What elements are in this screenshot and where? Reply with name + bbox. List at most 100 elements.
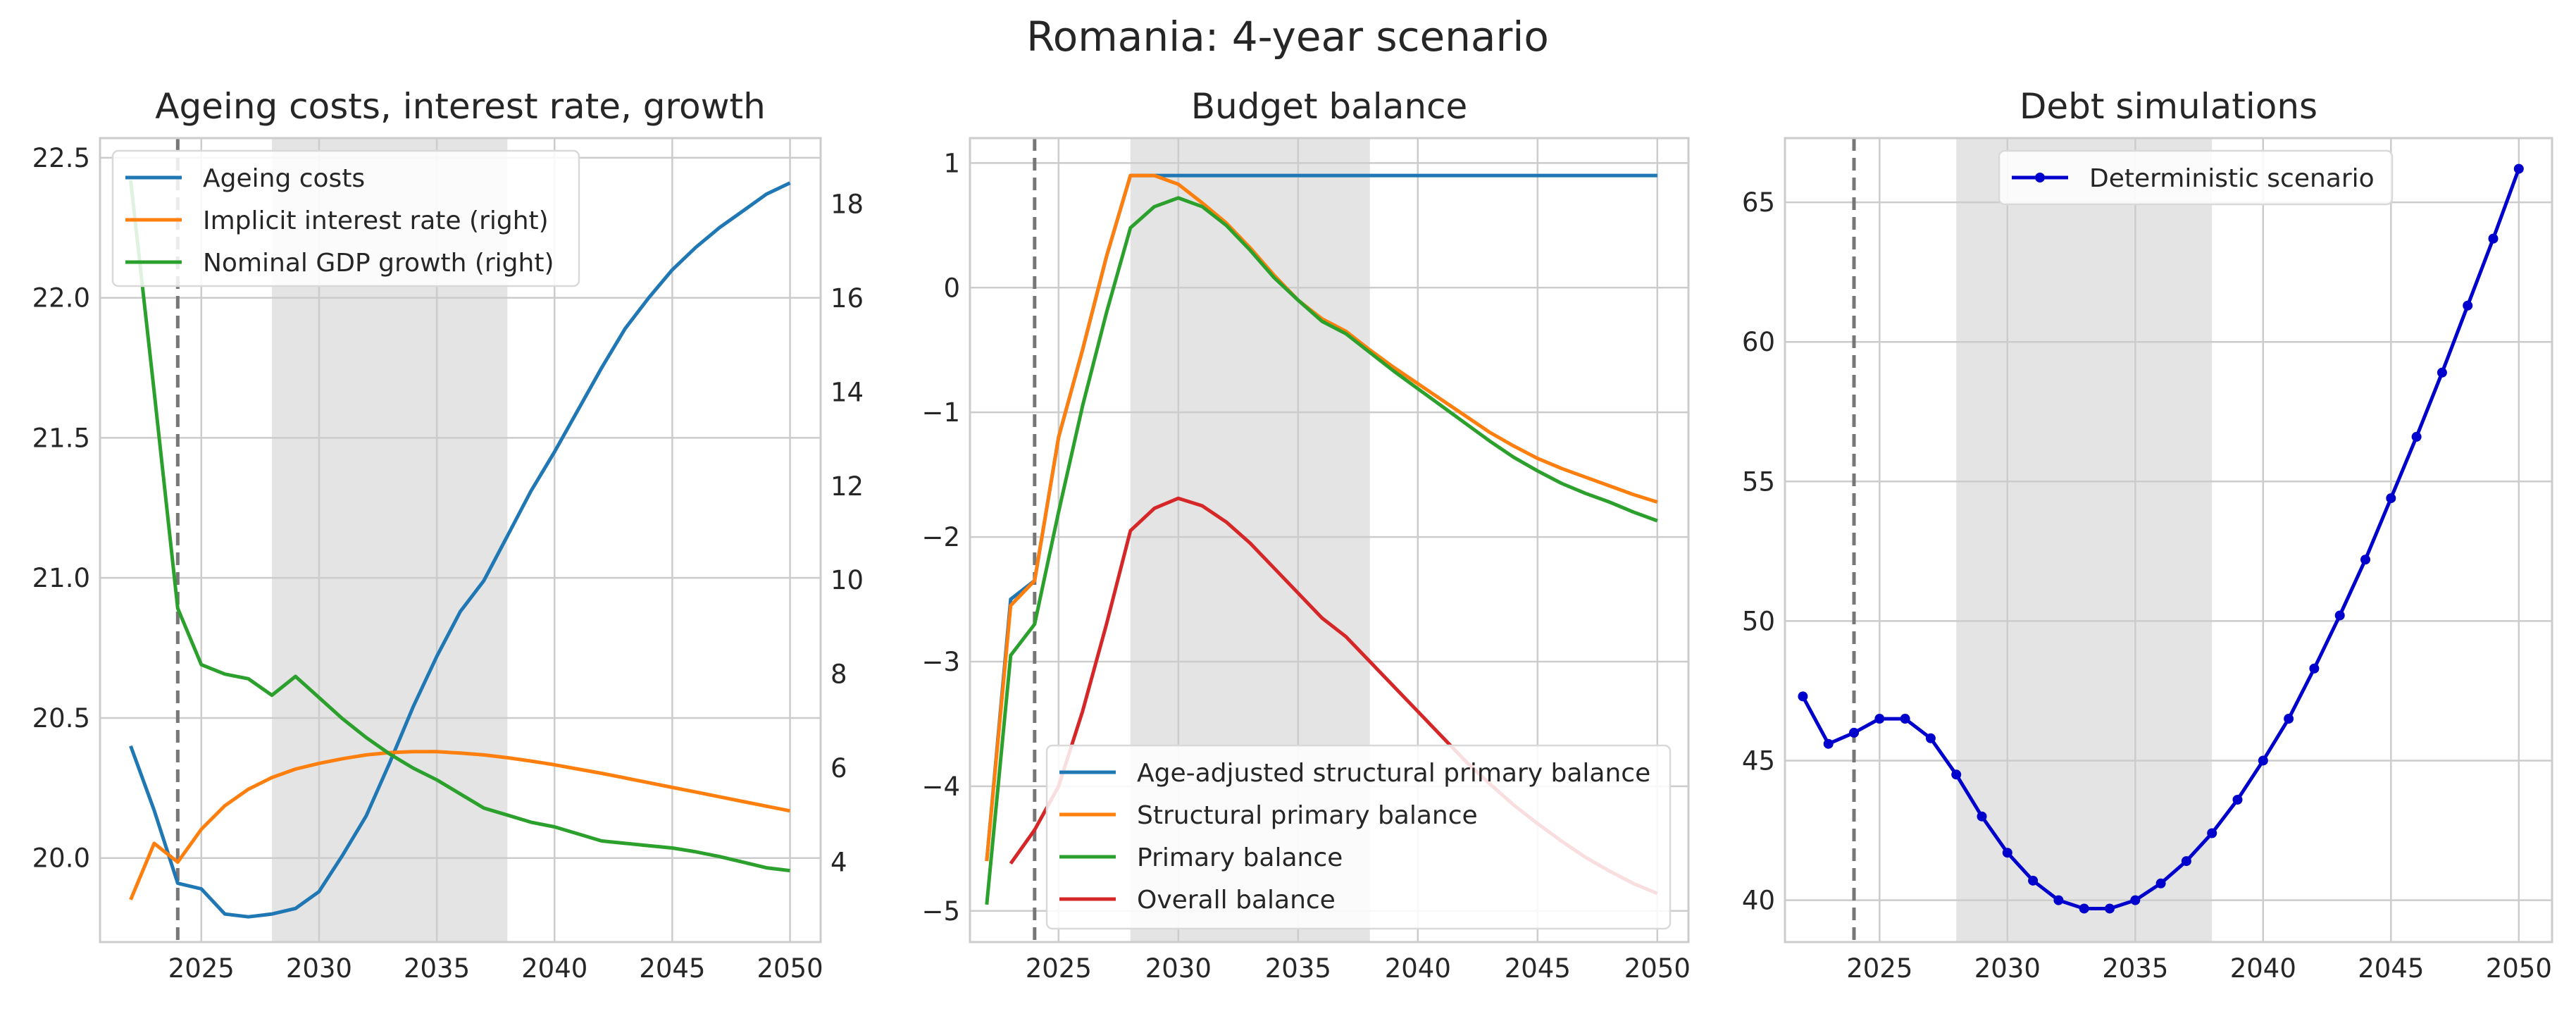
y2-tick-label: 14: [830, 377, 864, 407]
data-point: [2284, 714, 2294, 724]
y-tick-label: −1: [921, 397, 960, 428]
x-tick-label: 2030: [286, 953, 352, 984]
data-point: [2105, 903, 2115, 914]
y2-tick-label: 4: [830, 848, 847, 878]
data-point: [2130, 895, 2141, 905]
legend: Deterministic scenario: [1998, 149, 2394, 206]
data-point: [2053, 895, 2064, 905]
x-tick-label: 2025: [168, 953, 235, 984]
y2-tick-label: 16: [830, 283, 864, 314]
plot-frame: [969, 137, 1690, 943]
data-point: [2488, 233, 2499, 244]
legend-entry: Structural primary balance: [1137, 801, 1478, 830]
data-point: [2411, 431, 2422, 442]
x-tick-label: 2050: [757, 953, 823, 984]
x-tick-label: 2035: [404, 953, 470, 984]
data-point: [1951, 769, 1962, 780]
legend-box: [1045, 744, 1672, 930]
x-tick-label: 2040: [521, 953, 587, 984]
x-tick-label: 2025: [1026, 953, 1092, 984]
y-tick-label: 50: [1742, 606, 1775, 636]
data-point: [2334, 610, 2345, 621]
legend-box: [111, 149, 580, 287]
y-tick-label: 1: [943, 148, 960, 178]
data-point: [2028, 875, 2039, 886]
series-line-structural-primary-balance: [985, 173, 1658, 862]
legend-entry: Primary balance: [1137, 843, 1343, 872]
panel-title: Debt simulations: [2020, 86, 2317, 127]
y2-tick-label: 6: [830, 753, 847, 784]
data-point: [2232, 794, 2243, 805]
series-line-primary-balance: [985, 196, 1658, 905]
data-point: [1925, 733, 1936, 743]
y-tick-label: 21.5: [32, 423, 90, 453]
legend-entry: Implicit interest rate (right): [203, 206, 549, 235]
data-point: [2513, 163, 2524, 174]
y-tick-label: 20.5: [32, 703, 90, 733]
y-tick-label: −5: [921, 896, 960, 927]
debt-simulations-panel: 2025 2030 2035 2040 2045 2050 40 45 50 55 60 65 Debt…: [1742, 86, 2553, 984]
y-tick-label: −2: [921, 522, 960, 552]
plot-frame: [99, 137, 822, 943]
data-point: [1977, 811, 1987, 822]
y2-tick-label: 8: [830, 660, 847, 690]
series-line-ageing-costs: [129, 181, 791, 919]
x-tick-label: 2050: [2486, 953, 2552, 984]
data-point: [2309, 663, 2320, 674]
x-tick-label: 2050: [1624, 953, 1691, 984]
x-tick-label: 2035: [1265, 953, 1331, 984]
data-point: [2181, 856, 2191, 867]
budget-balance-panel: 2025 2030 2035 2040 2045 2050 −5 −4 −3 −2 −1 0 1 Budg…: [921, 86, 1690, 984]
y-tick-label: 60: [1742, 327, 1775, 357]
data-point: [2360, 555, 2371, 565]
y-tick-label: 40: [1742, 886, 1775, 916]
legend-entry: Age-adjusted structural primary balance: [1137, 759, 1650, 788]
data-point: [2002, 848, 2012, 858]
y2-tick-label: 12: [830, 471, 864, 502]
data-point: [1798, 691, 1808, 702]
y-tick-label: 21.0: [32, 563, 90, 593]
legend-entry: Deterministic scenario: [2089, 164, 2375, 193]
legend-marker: [2035, 173, 2045, 182]
data-point: [1874, 714, 1885, 724]
plot-frame: [1784, 137, 2553, 943]
data-point: [2463, 300, 2473, 311]
data-point: [2207, 828, 2217, 838]
data-point: [2079, 903, 2089, 914]
legend-box: [1998, 149, 2394, 206]
y-tick-label: 22.0: [32, 283, 90, 314]
data-point: [2386, 493, 2396, 504]
x-tick-label: 2045: [1505, 953, 1571, 984]
x-tick-label: 2025: [1846, 953, 1912, 984]
legend: Ageing costs Implicit interest rate (righ…: [111, 149, 580, 287]
x-tick-label: 2030: [1145, 953, 1212, 984]
x-tick-label: 2030: [1974, 953, 2041, 984]
y-tick-label: 20.0: [32, 843, 90, 874]
x-tick-label: 2040: [2230, 953, 2296, 984]
x-tick-label: 2040: [1385, 953, 1451, 984]
legend-entry: Nominal GDP growth (right): [203, 249, 554, 278]
data-point: [2437, 367, 2447, 378]
shaded-region: [1956, 138, 2213, 942]
data-point: [1823, 738, 1834, 749]
y-tick-label: −4: [921, 772, 960, 802]
series-line-nominal-gdp-growth-right: [129, 180, 790, 873]
data-point: [2258, 755, 2268, 766]
figure-title: Romania: 4-year scenario: [1026, 13, 1549, 61]
series-line-implicit-interest-rate-right: [129, 750, 790, 900]
legend-entry: Overall balance: [1137, 886, 1336, 915]
data-point: [1849, 727, 1860, 738]
panel-title: Ageing costs, interest rate, growth: [155, 86, 766, 127]
y2-tick-label: 10: [830, 565, 864, 595]
y-tick-label: 0: [943, 273, 960, 303]
y-tick-label: 55: [1742, 466, 1775, 497]
y-tick-label: 45: [1742, 745, 1775, 776]
data-point: [2155, 878, 2166, 889]
legend: Age-adjusted structural primary balance S…: [1045, 744, 1672, 930]
x-tick-label: 2035: [2102, 953, 2168, 984]
y-tick-label: −3: [921, 647, 960, 677]
y-tick-label: 22.5: [32, 143, 90, 173]
x-tick-label: 2045: [2358, 953, 2424, 984]
x-tick-label: 2045: [639, 953, 705, 984]
